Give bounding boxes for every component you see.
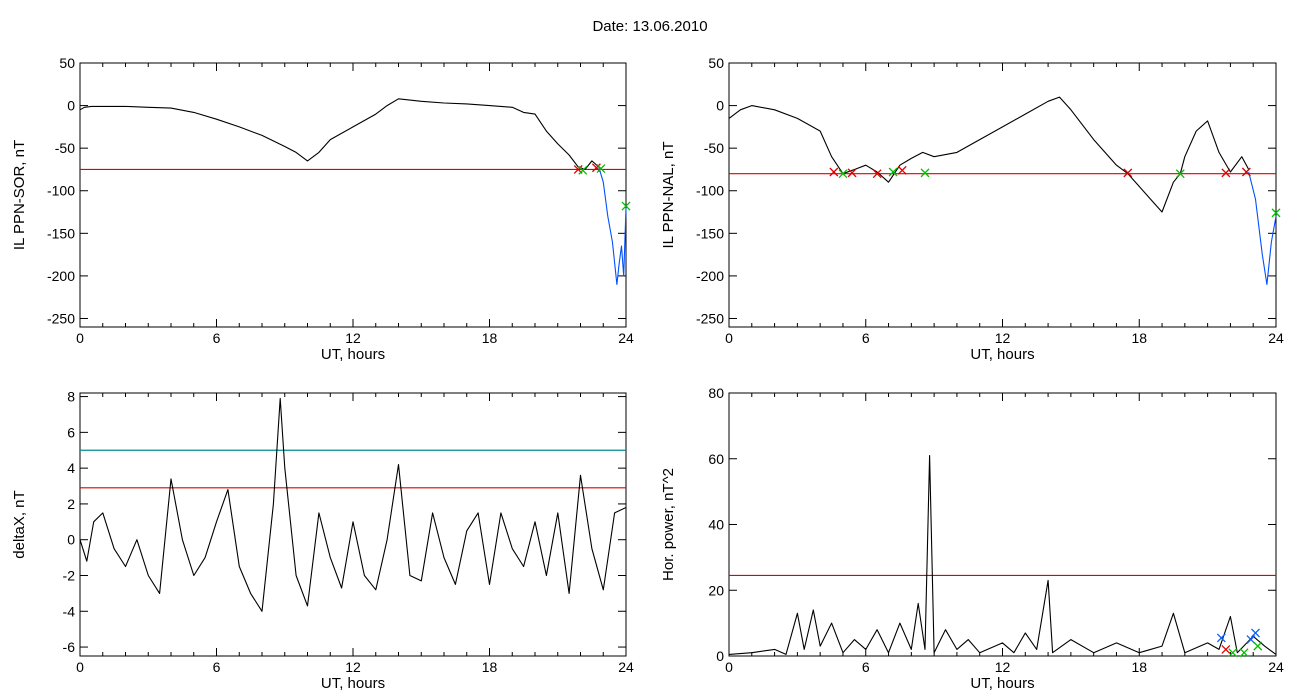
cross-marker [872,169,882,179]
x-tick-label: 24 [1268,659,1284,675]
y-tick-label: -4 [63,603,76,619]
x-tick-label: 24 [1268,330,1284,346]
y-tick-label: -150 [47,225,75,241]
y-tick-label: 80 [708,385,724,401]
chart-ppn-sor: 0 6 12 18 24 50 0 -50 -100 -150 -200 -250 UT, hours I… [11,55,634,363]
y-tick-label: -100 [47,183,75,199]
y-tick-label: -2 [63,567,76,583]
y-tick-label: 20 [708,582,724,598]
cross-marker [920,168,930,178]
chart-ppn-nal: 0 6 12 18 24 50 0 -50 -100 -150 -200 -250 UT, hours I… [660,55,1284,363]
x-tick-label: 6 [213,330,221,346]
x-tick-label: 18 [1131,659,1147,675]
x-tick-label: 12 [345,659,361,675]
x-tick-label: 0 [76,330,84,346]
y-tick-label: -200 [47,268,75,284]
y-tick-label: 0 [67,98,75,114]
y-axis-label: Hor. power, nT^2 [660,468,677,581]
x-tick-label: 12 [345,330,361,346]
x-tick-label: 18 [1131,330,1147,346]
y-tick-label: -250 [696,310,724,326]
cross-marker [578,165,588,175]
cross-marker [888,167,898,177]
y-tick-label: -50 [704,140,724,156]
y-tick-label: 0 [716,98,724,114]
x-axis-label: UT, hours [321,675,385,692]
cross-marker [596,164,606,174]
cross-marker [838,169,848,179]
y-tick-label: 40 [708,517,724,533]
y-tick-label: 0 [67,532,75,548]
x-tick-label: 18 [482,330,498,346]
cross-marker [1251,628,1260,638]
y-tick-label: 4 [67,460,75,476]
y-tick-label: -6 [63,639,76,655]
y-tick-label: -150 [696,225,724,241]
y-tick-label: 50 [708,55,724,71]
y-axis-label: IL PPN-SOR, nT [11,140,28,250]
cross-marker [1221,168,1231,178]
y-tick-label: -250 [47,310,75,326]
cross-marker [1123,168,1133,178]
x-tick-label: 6 [862,659,870,675]
plot-frame [728,392,1277,657]
y-axis-label: deltaX, nT [11,490,28,558]
x-axis-label: UT, hours [970,675,1034,692]
cross-marker [897,165,907,175]
series-line [79,397,627,612]
cross-marker [1239,648,1249,658]
x-tick-label: 6 [213,659,221,675]
figure-title: Date: 13.06.2010 [592,18,708,35]
x-axis-label: UT, hours [321,346,385,363]
cross-marker [1221,644,1231,654]
series-line [728,454,1277,655]
x-tick-label: 18 [482,659,498,675]
series-line [728,96,1250,213]
cross-marker [1253,641,1263,651]
cross-marker [1216,633,1226,643]
y-tick-label: 6 [67,424,75,440]
x-tick-label: 24 [618,330,634,346]
series-line [1248,171,1277,285]
y-tick-label: -200 [696,268,724,284]
x-axis-label: UT, hours [970,346,1034,363]
series-line [79,98,600,171]
cross-marker [1271,208,1281,218]
cross-marker [1246,635,1256,645]
y-axis-label: IL PPN-NAL, nT [660,142,677,249]
x-tick-label: 12 [995,330,1011,346]
chart-deltax: 0 6 12 18 24 8 6 4 2 0 -2 -4 -6 UT, hours deltaX, nT [11,389,634,692]
cross-marker [621,201,631,211]
y-tick-label: 50 [59,55,75,71]
x-tick-label: 6 [862,330,870,346]
x-tick-label: 24 [618,659,634,675]
y-tick-label: 2 [67,496,75,512]
plot-frame [728,62,1277,328]
x-tick-label: 0 [76,659,84,675]
x-tick-label: 0 [725,330,733,346]
y-tick-label: -50 [55,140,75,156]
cross-marker [1241,167,1251,177]
cross-marker [1228,648,1238,658]
cross-marker [847,168,857,178]
x-tick-label: 12 [995,659,1011,675]
series-line [598,166,627,285]
cross-marker [829,167,839,177]
cross-marker [1175,169,1185,179]
y-tick-label: 60 [708,451,724,467]
chart-hor-power: 0 6 12 18 24 80 60 40 20 0 UT, hours Hor. power, nT… [660,385,1284,692]
y-tick-label: 8 [67,389,75,405]
x-tick-label: 0 [725,659,733,675]
y-tick-label: -100 [696,183,724,199]
y-tick-label: 0 [716,648,724,664]
plot-frame [79,62,627,328]
